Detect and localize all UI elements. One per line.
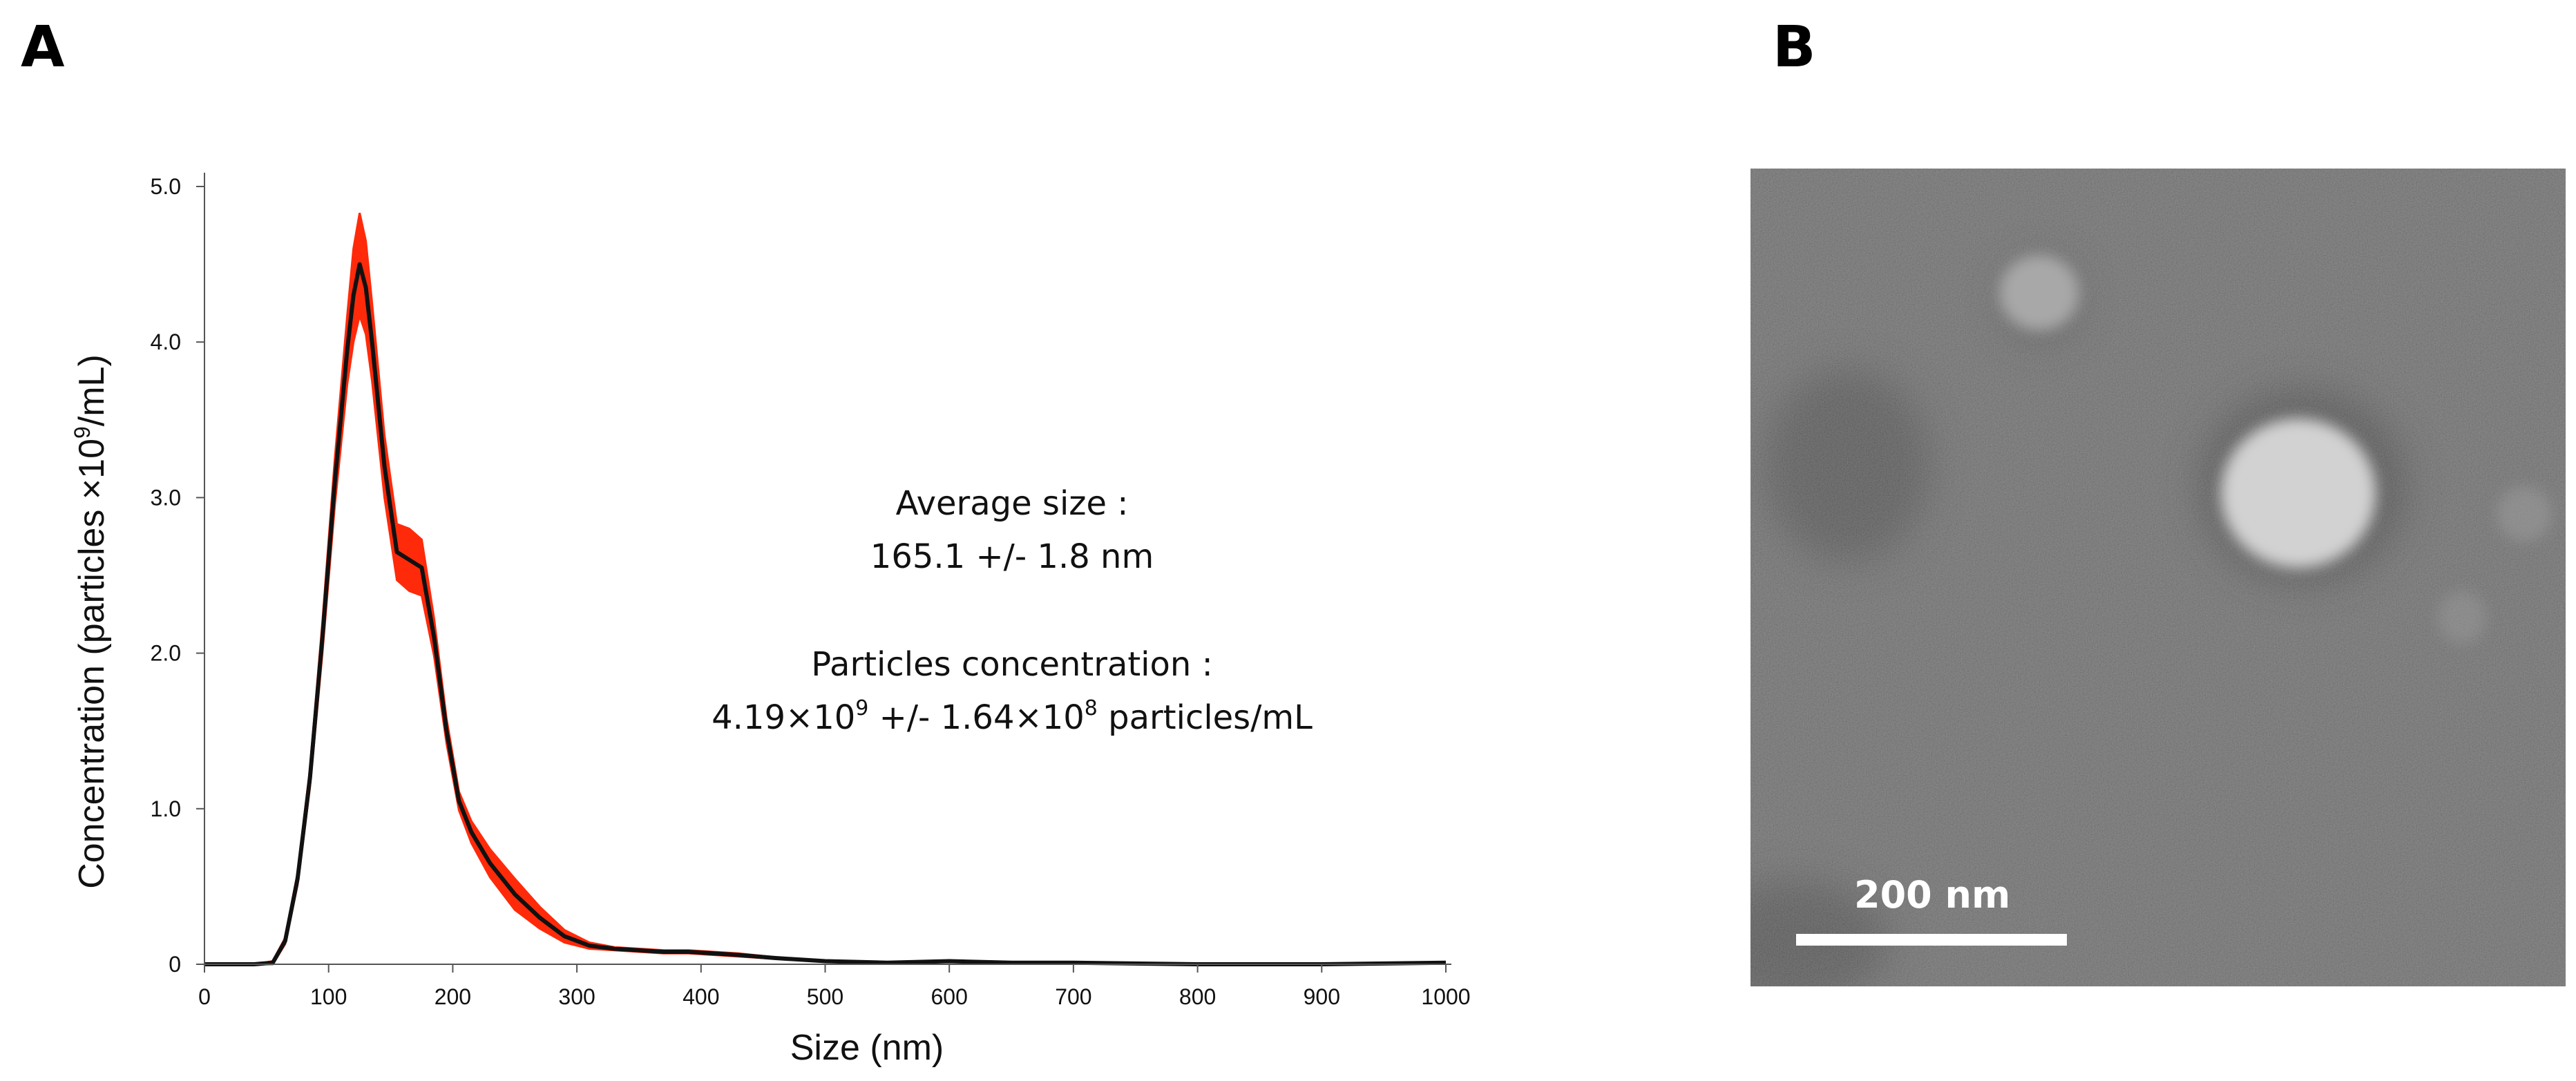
x-tick-label: 0	[198, 984, 211, 1009]
particles-concentration-label: Particles concentration :	[811, 645, 1212, 684]
x-tick-label: 400	[683, 984, 719, 1009]
error-band	[204, 212, 1447, 966]
scale-bar	[1796, 934, 2067, 946]
y-tick-label: 4.0	[151, 329, 181, 354]
axes	[204, 173, 1451, 965]
size-distribution-chart: 0 100 200 300 400 500 600 700 800 900 1000 0 1.0 2.0 3…	[70, 173, 1471, 1068]
x-tick-label: 600	[931, 984, 968, 1009]
x-tick-label: 300	[558, 984, 595, 1009]
y-axis-title: Concentration (particles ×109/mL)	[70, 354, 112, 889]
x-tick-label: 100	[310, 984, 347, 1009]
average-size-label: Average size :	[896, 484, 1129, 523]
ticks: 0 100 200 300 400 500 600 700 800 900 1000 0 1.0 2.0 3…	[151, 174, 1471, 1009]
x-axis-title: Size (nm)	[790, 1028, 944, 1068]
panel-b-letter: B	[1773, 15, 1816, 80]
small-vesicle	[1999, 255, 2079, 331]
mean-line-layer	[204, 262, 1447, 966]
tem-micrograph: 200 nm	[1750, 169, 2566, 986]
faint-particle	[2497, 486, 2552, 542]
x-tick-label: 200	[435, 984, 471, 1009]
x-tick-label: 700	[1055, 984, 1091, 1009]
y-tick-label: 5.0	[151, 174, 181, 199]
tem-image-texture	[1750, 169, 2566, 986]
x-tick-label: 500	[807, 984, 843, 1009]
x-tick-label: 800	[1179, 984, 1216, 1009]
y-tick-label: 2.0	[151, 641, 181, 666]
x-tick-label: 1000	[1421, 984, 1470, 1009]
scale-bar-label: 200 nm	[1854, 873, 2011, 917]
mean-concentration-line	[204, 262, 1447, 966]
y-tick-label: 3.0	[151, 485, 181, 510]
faint-particle-2	[2438, 591, 2486, 644]
y-tick-label: 0	[169, 952, 181, 977]
panel-a-letter: A	[21, 15, 65, 80]
y-tick-label: 1.0	[151, 796, 181, 821]
error-band-layer	[204, 212, 1447, 966]
average-size-value: 165.1 +/- 1.8 nm	[870, 537, 1154, 576]
particles-concentration-value: 4.19×109 +/- 1.64×108 particles/mL	[712, 696, 1313, 737]
large-vesicle	[2221, 419, 2376, 568]
x-tick-label: 900	[1304, 984, 1340, 1009]
